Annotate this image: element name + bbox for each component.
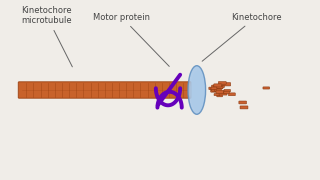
FancyBboxPatch shape xyxy=(18,82,191,98)
FancyBboxPatch shape xyxy=(217,86,223,88)
FancyBboxPatch shape xyxy=(213,85,221,88)
FancyBboxPatch shape xyxy=(222,83,231,86)
FancyBboxPatch shape xyxy=(239,101,246,104)
FancyBboxPatch shape xyxy=(216,90,224,93)
FancyBboxPatch shape xyxy=(219,85,224,87)
FancyBboxPatch shape xyxy=(212,88,218,91)
FancyBboxPatch shape xyxy=(211,89,219,92)
FancyBboxPatch shape xyxy=(228,93,235,96)
FancyBboxPatch shape xyxy=(209,87,215,90)
FancyBboxPatch shape xyxy=(215,89,221,92)
FancyBboxPatch shape xyxy=(218,82,226,84)
Ellipse shape xyxy=(190,70,206,112)
FancyBboxPatch shape xyxy=(217,94,222,97)
FancyBboxPatch shape xyxy=(216,86,223,89)
FancyBboxPatch shape xyxy=(263,87,269,89)
FancyBboxPatch shape xyxy=(219,92,227,95)
Text: Kinetochore: Kinetochore xyxy=(202,13,281,61)
FancyBboxPatch shape xyxy=(240,106,248,109)
FancyBboxPatch shape xyxy=(224,91,229,94)
FancyBboxPatch shape xyxy=(214,84,221,87)
Ellipse shape xyxy=(188,66,206,114)
FancyBboxPatch shape xyxy=(212,89,218,91)
Text: Kinetochore
microtubule: Kinetochore microtubule xyxy=(21,6,72,67)
FancyBboxPatch shape xyxy=(211,87,217,89)
FancyBboxPatch shape xyxy=(212,89,219,91)
Text: Motor protein: Motor protein xyxy=(93,13,169,66)
FancyBboxPatch shape xyxy=(224,89,230,92)
FancyBboxPatch shape xyxy=(214,94,220,96)
FancyBboxPatch shape xyxy=(212,85,219,88)
